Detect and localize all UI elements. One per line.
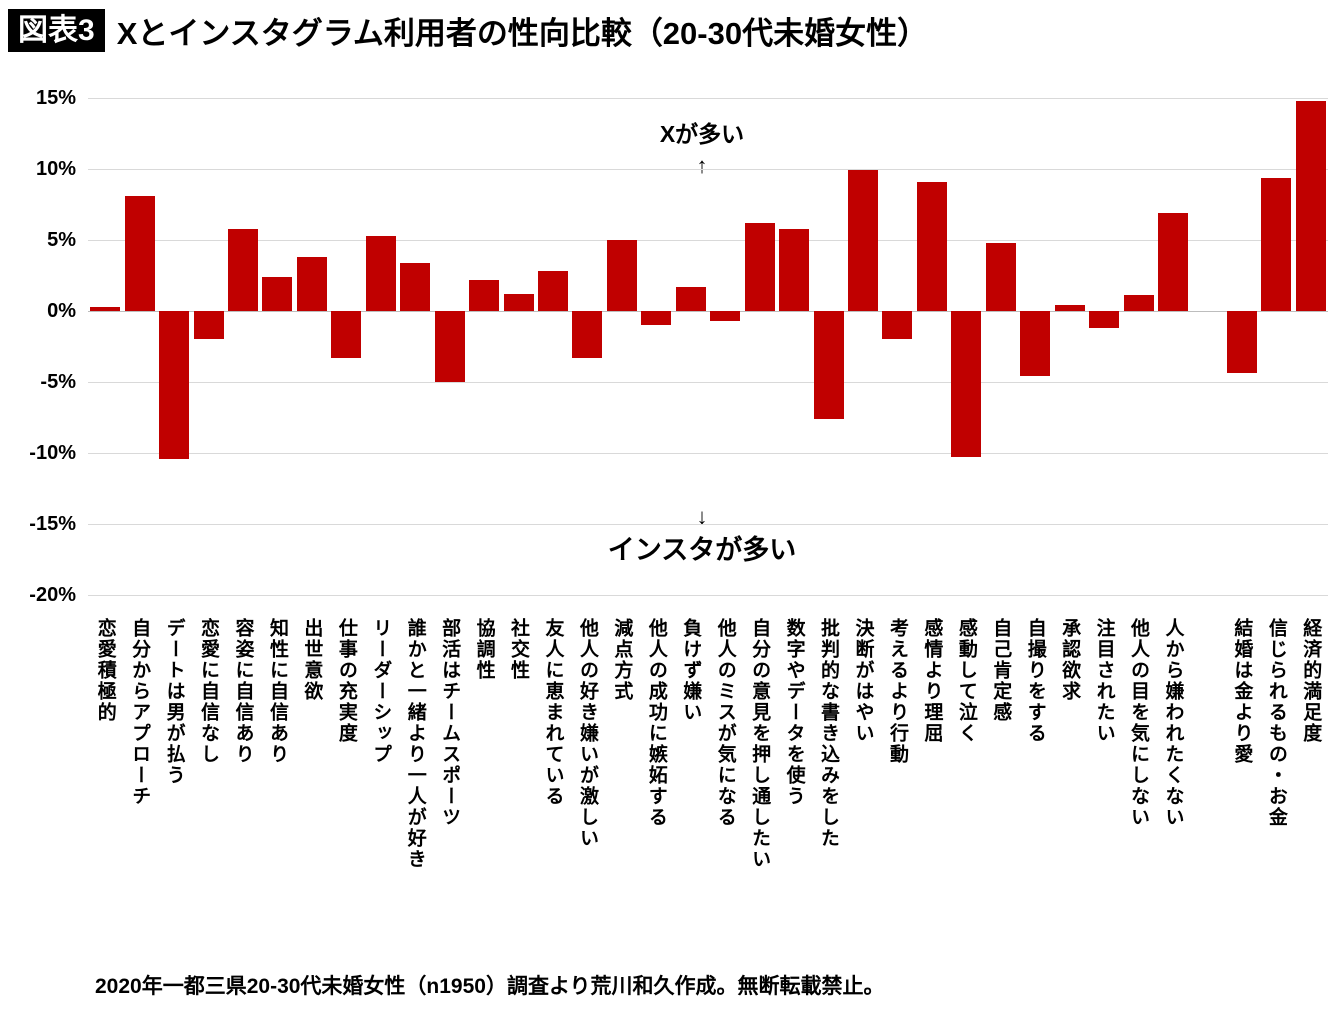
x-axis-category-label: 友人に恵まれている bbox=[542, 618, 564, 807]
bar bbox=[193, 311, 224, 340]
bar bbox=[916, 181, 947, 311]
x-axis-category-label: 自己肯定感 bbox=[990, 618, 1012, 723]
x-axis-category-label: 自撮りをする bbox=[1024, 618, 1046, 744]
bar bbox=[641, 311, 672, 326]
gridline bbox=[88, 453, 1328, 454]
bar bbox=[606, 240, 637, 311]
x-axis-category-label: 仕事の充実度 bbox=[335, 618, 357, 744]
bar bbox=[469, 279, 500, 311]
bar bbox=[951, 311, 982, 458]
gridline bbox=[88, 98, 1328, 99]
bar bbox=[675, 286, 706, 311]
bar bbox=[572, 311, 603, 358]
bar bbox=[159, 311, 190, 459]
bar bbox=[848, 170, 878, 311]
x-axis-category-label: 注目されたい bbox=[1093, 618, 1115, 744]
x-axis-category-label: 減点方式 bbox=[611, 618, 633, 702]
zero-gridline bbox=[88, 311, 1328, 312]
bar bbox=[710, 311, 741, 321]
x-axis-category-label: 感情より理屈 bbox=[921, 618, 943, 744]
gridline bbox=[88, 382, 1328, 383]
bar bbox=[503, 293, 534, 311]
x-axis-category-label: 考えるより行動 bbox=[886, 618, 908, 765]
bar bbox=[262, 276, 293, 311]
y-axis-tick-label: 5% bbox=[47, 229, 76, 251]
gridline bbox=[88, 240, 1328, 241]
bar bbox=[1226, 311, 1257, 374]
x-axis-category-label: 知性に自信あり bbox=[266, 618, 288, 765]
x-axis-category-label: 誰かと一緒より一人が好き bbox=[404, 618, 426, 870]
gridline bbox=[88, 169, 1328, 170]
x-axis-category-label: 承認欲求 bbox=[1059, 618, 1081, 702]
x-axis-category-label: 批判的な書き込みをした bbox=[818, 618, 840, 849]
x-axis-category-label: 数字やデータを使う bbox=[783, 618, 805, 807]
figure-badge: 図表3 bbox=[8, 8, 105, 53]
x-axis-category-label: 他人の好き嫌いが激しい bbox=[576, 618, 598, 849]
x-axis-category-label: 恋愛に自信なし bbox=[198, 618, 220, 765]
x-axis-category-label: 部活はチームスポーツ bbox=[439, 618, 461, 828]
source-note: 2020年一都三県20-30代未婚女性（n1950）調査より荒川和久作成。無断転… bbox=[95, 975, 885, 998]
y-axis-tick-label: -20% bbox=[29, 584, 76, 606]
x-axis-category-label: 他人のミスが気になる bbox=[714, 618, 736, 828]
y-axis-tick-label: -10% bbox=[29, 442, 76, 464]
bar bbox=[228, 228, 258, 311]
bar bbox=[1261, 177, 1292, 311]
chart-header: 図表3 Xとインスタグラム利用者の性向比較（20-30代未婚女性） bbox=[8, 8, 928, 53]
x-axis-category-label: 信じられるもの・お金 bbox=[1265, 618, 1287, 828]
bar bbox=[1020, 311, 1051, 377]
x-axis-category-label: 決断がはやい bbox=[852, 618, 874, 744]
bar bbox=[1089, 311, 1120, 329]
annotation-insta-majority: ↓ インスタが多い bbox=[608, 501, 796, 568]
x-axis-category-label: 感動して泣く bbox=[955, 618, 977, 744]
up-arrow-icon: ↑ bbox=[696, 152, 708, 178]
x-axis-category-label: 自分からアプローチ bbox=[129, 618, 151, 807]
x-axis-category-label: 結婚は金より愛 bbox=[1231, 618, 1253, 765]
bar bbox=[124, 195, 155, 311]
x-axis-category-label: 他人の目を気にしない bbox=[1128, 618, 1150, 828]
bar bbox=[331, 311, 362, 358]
annotation-x-label: Xが多い bbox=[659, 121, 745, 147]
y-axis-tick-label: -15% bbox=[29, 513, 76, 535]
down-arrow-icon: ↓ bbox=[696, 504, 708, 529]
bar bbox=[1158, 213, 1188, 311]
x-axis-category-label: 協調性 bbox=[473, 618, 495, 681]
bar bbox=[813, 311, 844, 419]
x-axis-category-label: 自分の意見を押し通したい bbox=[749, 618, 771, 870]
x-axis-category-label: 人から嫌われたくない bbox=[1162, 618, 1184, 828]
bar bbox=[400, 262, 431, 311]
bar bbox=[365, 235, 396, 311]
bar bbox=[985, 242, 1016, 311]
annotation-insta-label: インスタが多い bbox=[607, 534, 797, 565]
bar bbox=[882, 311, 913, 340]
bar bbox=[1123, 295, 1154, 311]
y-axis-tick-label: -5% bbox=[40, 371, 76, 393]
bar bbox=[538, 271, 568, 311]
bar bbox=[296, 257, 327, 311]
gridline bbox=[88, 595, 1328, 596]
x-axis-category-label: 負けず嫌い bbox=[680, 618, 702, 723]
y-axis-tick-label: 10% bbox=[35, 158, 76, 180]
y-axis-tick-label: 0% bbox=[47, 300, 76, 322]
x-axis-category-label: 社交性 bbox=[508, 618, 530, 681]
page-title: Xとインスタグラム利用者の性向比較（20-30代未婚女性） bbox=[116, 16, 929, 51]
x-axis-category-label: 経済的満足度 bbox=[1300, 618, 1322, 744]
x-axis-category-label: 出世意欲 bbox=[301, 618, 323, 702]
gridline bbox=[88, 524, 1328, 525]
bar bbox=[90, 306, 121, 311]
bar bbox=[779, 228, 810, 311]
x-axis-category-label: 他人の成功に嫉妬する bbox=[645, 618, 667, 828]
x-axis-category-label: 恋愛積極的 bbox=[94, 618, 116, 723]
y-axis-tick-label: 15% bbox=[35, 87, 76, 109]
bar bbox=[434, 311, 465, 382]
annotation-x-majority: Xが多い ↑ bbox=[660, 120, 744, 182]
x-axis-category-label: リーダーシップ bbox=[370, 618, 392, 765]
bar bbox=[1054, 305, 1085, 311]
x-axis-category-label: デートは男が払う bbox=[163, 618, 185, 786]
x-axis-category-label: 容姿に自信あり bbox=[232, 618, 254, 765]
bar-chart: Xが多い ↑ ↓ インスタが多い 15% 10% 5% 0% -5% -10% -15% -2… bbox=[0, 87, 1340, 972]
bar bbox=[744, 222, 775, 311]
bar bbox=[1295, 100, 1326, 311]
